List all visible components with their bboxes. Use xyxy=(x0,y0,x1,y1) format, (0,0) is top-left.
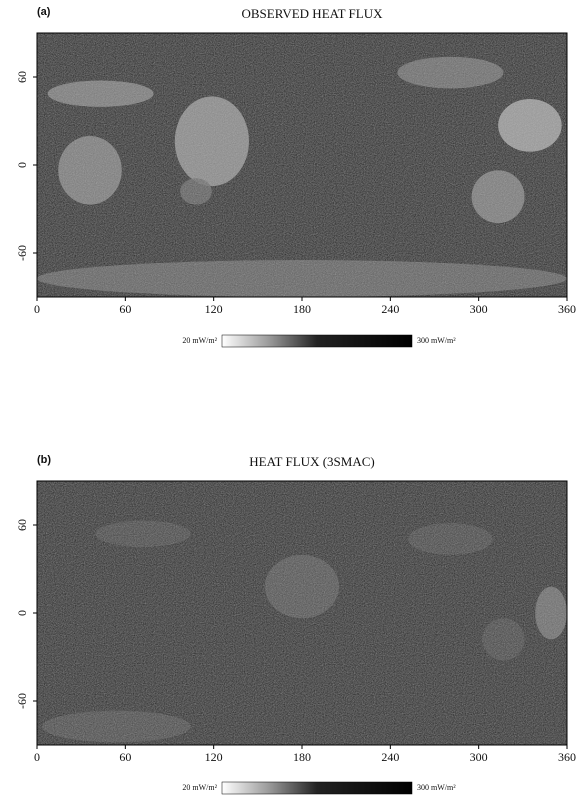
y-tick-label: 0 xyxy=(15,162,29,168)
x-tick-label: 360 xyxy=(558,750,576,764)
panel: (b) HEAT FLUX (3SMAC) 0 60 120 180 240 300 360 60… xyxy=(15,454,576,795)
x-tick-label: 300 xyxy=(470,302,488,316)
map-region xyxy=(58,135,122,205)
map-region xyxy=(498,99,562,152)
map-region xyxy=(174,96,249,187)
x-tick-label: 240 xyxy=(381,750,399,764)
colorbar-min-label: 20 mW/m² xyxy=(182,783,217,792)
x-tick-label: 360 xyxy=(558,302,576,316)
y-tick-label: -60 xyxy=(15,245,29,261)
panel-label: (a) xyxy=(37,6,51,18)
x-tick-label: 240 xyxy=(381,302,399,316)
map-region xyxy=(471,170,525,224)
y-tick-label: 0 xyxy=(15,610,29,616)
x-tick-label: 180 xyxy=(293,750,311,764)
x-tick-label: 180 xyxy=(293,302,311,316)
map xyxy=(37,33,567,297)
map-region xyxy=(397,56,504,89)
x-tick-label: 0 xyxy=(34,750,40,764)
map-region xyxy=(482,618,525,661)
map-region xyxy=(47,80,154,107)
panel: (a) OBSERVED HEAT FLUX 0 60 120 180 240 300 360 6… xyxy=(15,6,576,348)
colorbar-max-label: 300 mW/m² xyxy=(417,336,456,345)
panel-label: (b) xyxy=(37,454,51,466)
x-tick-label: 120 xyxy=(205,302,223,316)
colorbar xyxy=(221,781,413,795)
y-tick-label: 60 xyxy=(15,519,29,531)
x-tick-label: 60 xyxy=(119,750,131,764)
map-region xyxy=(408,523,493,555)
map-region xyxy=(42,710,191,743)
map-region xyxy=(37,260,567,297)
x-tick-label: 60 xyxy=(119,302,131,316)
y-tick-label: 60 xyxy=(15,71,29,83)
y-tick-label: -60 xyxy=(15,693,29,709)
panel-title: OBSERVED HEAT FLUX xyxy=(241,6,383,21)
map xyxy=(37,481,567,745)
colorbar-max-label: 300 mW/m² xyxy=(417,783,456,792)
colorbar-min-label: 20 mW/m² xyxy=(182,336,217,345)
colorbar xyxy=(221,334,413,348)
map-region xyxy=(180,178,212,205)
map-region xyxy=(535,586,567,640)
panel-title: HEAT FLUX (3SMAC) xyxy=(249,454,374,469)
x-tick-label: 0 xyxy=(34,302,40,316)
map-region xyxy=(95,520,191,547)
x-tick-label: 120 xyxy=(205,750,223,764)
x-tick-label: 300 xyxy=(470,750,488,764)
map-region xyxy=(264,554,340,619)
